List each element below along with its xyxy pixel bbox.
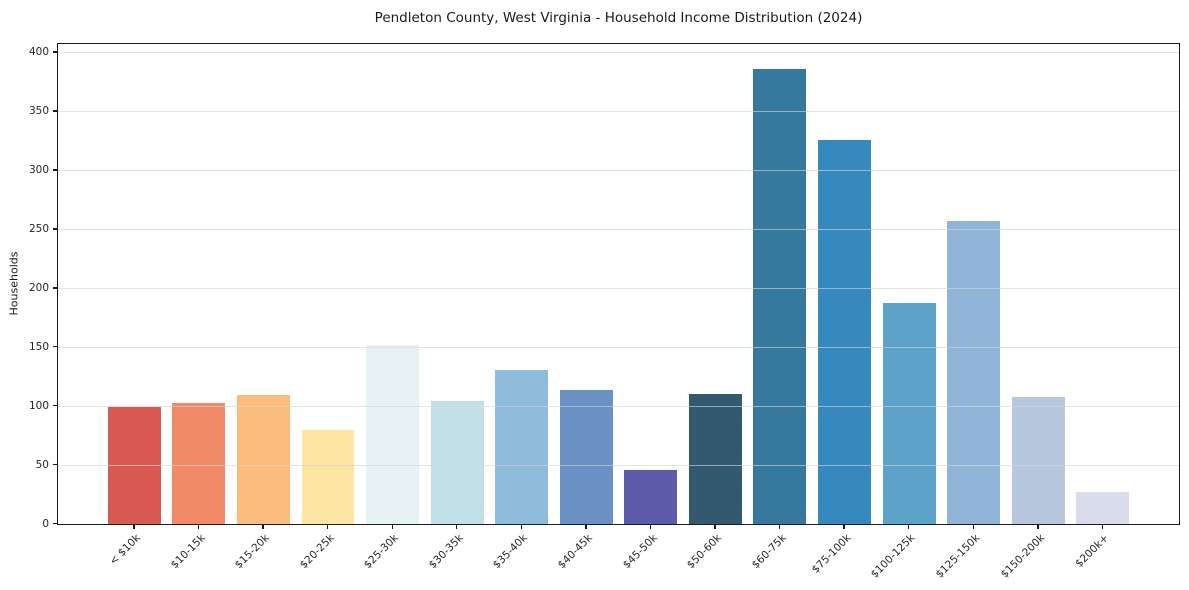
bar-slot: $30-35k [425,44,490,571]
y-tick-mark [53,346,58,348]
plot-area: < $10k $10-15k $15-20k $20-25k $25-30k $30-35… [29,43,1180,581]
x-tick-mark [197,524,200,529]
y-tick-label: 100 [28,400,49,413]
bar-150-200k [1011,396,1065,524]
x-tick-mark [714,524,716,529]
bar-slot: $100-125k [869,44,942,581]
x-tick-label: $30-35k [426,532,466,572]
bar-slot: $20-25k [296,44,361,571]
y-tick-label: 350 [28,105,49,118]
bar-60-75k [753,68,807,524]
x-tick-label: $10-15k [168,532,208,572]
x-tick-mark [456,524,458,529]
bars: < $10k $10-15k $15-20k $20-25k $25-30k $30-35… [58,44,1179,581]
chart-title: Pendleton County, West Virginia - Househ… [374,10,863,26]
x-tick-label: $20-25k [297,532,337,572]
bar-15-20k [236,395,290,524]
x-tick-mark [1037,524,1039,529]
y-tick-label: 300 [28,164,49,177]
bar-slot: $150-200k [998,44,1071,581]
x-tick-label: $45-50k [620,532,660,572]
bar-slot: $200k+ [1070,44,1135,570]
x-tick-mark [520,524,523,529]
bar-slot: $25-30k [360,44,425,571]
bar-45-50k [624,469,678,524]
x-tick-label: $75-100k [809,532,853,576]
x-tick-label: $35-40k [491,532,531,572]
x-tick-mark [326,524,329,529]
y-tick-label: 50 [35,459,49,472]
bar-125-150k [947,220,1001,524]
x-tick-mark [133,524,135,529]
y-tick-mark [53,51,58,53]
bar-50-60k [688,394,742,524]
bar-slot: $35-40k [489,44,554,571]
bar-25-30k [366,344,419,524]
x-tick-mark [391,524,393,529]
bar-40-45k [559,389,613,524]
y-tick-mark [53,110,58,112]
x-tick-mark [843,524,845,529]
x-tick-label: < $10k [107,532,143,568]
bar-10k [107,407,161,524]
x-tick-label: $200k+ [1073,532,1112,570]
x-tick-label: $25-30k [361,532,402,572]
x-tick-mark [778,524,781,529]
bar-slot: $125-150k [934,44,1006,581]
bar-slot: < $10k [102,44,167,568]
bar-slot: $45-50k [619,44,684,571]
y-tick-label: 400 [28,46,49,59]
y-tick-label: 200 [28,282,49,295]
bar-slot: $15-20k [231,44,296,571]
x-tick-label: $125-150k [933,532,983,581]
y-tick-label: 0 [42,518,49,530]
bar-30-35k [430,401,484,524]
bar-slot: $75-100k [809,44,877,576]
y-tick-mark [53,169,58,171]
bar-slot: $60-75k [748,44,813,571]
x-tick-label: $40-45k [555,532,595,572]
x-tick-label: $150-200k [998,532,1047,581]
y-tick-label: 250 [28,223,49,236]
bar-10-15k [172,402,226,524]
x-tick-mark [649,524,652,529]
x-tick-mark [585,524,587,529]
bar-20-25k [301,429,355,524]
y-tick-mark [53,228,58,230]
bar-200k [1076,492,1130,524]
bar-75-100k [818,139,871,524]
x-tick-label: $50-60k [684,532,724,572]
x-tick-mark [262,524,264,529]
bar-slot: $50-60k [683,44,748,571]
y-tick-label: 150 [28,341,49,354]
x-tick-mark [1101,524,1104,529]
y-tick-mark [53,287,58,289]
x-tick-label: $60-75k [749,532,789,572]
bar-slot: $40-45k [554,44,619,571]
y-tick-mark [53,464,58,466]
x-tick-label: $100-125k [868,532,918,581]
bar-35-40k [495,369,549,524]
y-tick-mark [53,523,58,525]
x-tick-label: $15-20k [232,532,272,572]
bar-100-125k [882,303,936,524]
x-tick-mark [908,524,910,529]
y-tick-mark [53,405,58,407]
y-axis-label: Households [7,251,21,316]
x-tick-mark [972,524,974,529]
bar-slot: $10-15k [167,44,232,571]
